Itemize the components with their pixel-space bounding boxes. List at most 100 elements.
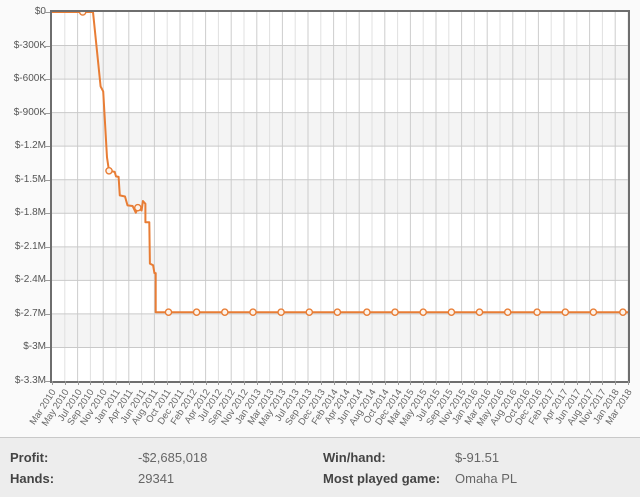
y-axis-tick xyxy=(44,213,50,215)
x-axis-tick xyxy=(436,381,437,385)
y-axis-tick xyxy=(44,146,50,148)
x-axis-tick xyxy=(116,381,117,385)
data-point-marker xyxy=(277,308,285,317)
x-axis-tick xyxy=(333,381,335,385)
x-axis-tick xyxy=(231,381,233,385)
x-axis-tick xyxy=(410,381,412,385)
y-axis-label: $-1.8M xyxy=(14,207,46,219)
x-axis-tick xyxy=(589,381,591,385)
horizontal-gridlines xyxy=(52,45,628,348)
x-axis-tick xyxy=(256,381,258,385)
data-point-marker xyxy=(419,308,428,317)
data-point-marker xyxy=(105,166,113,175)
x-axis-tick xyxy=(397,381,399,385)
data-point-marker xyxy=(391,308,399,317)
data-point-marker xyxy=(447,308,456,317)
hands-label: Hands: xyxy=(10,471,55,486)
y-axis-tick xyxy=(44,381,50,382)
x-axis-tick xyxy=(500,381,501,385)
profit-line xyxy=(52,12,628,314)
profit-label: Profit: xyxy=(10,450,49,465)
x-axis-tick xyxy=(128,381,130,385)
data-point-marker xyxy=(363,308,371,317)
y-axis-tick xyxy=(44,179,50,181)
data-point-marker xyxy=(503,308,512,317)
x-axis-tick xyxy=(576,381,578,385)
data-point-marker xyxy=(533,308,541,317)
data-point-marker xyxy=(475,308,484,317)
x-axis-tick xyxy=(64,381,66,385)
profit-value: -$2,685,018 xyxy=(138,450,208,465)
most-played-value: Omaha PL xyxy=(455,471,518,486)
x-axis-tick xyxy=(474,381,476,385)
x-axis-tick xyxy=(487,381,489,385)
data-point-marker xyxy=(619,308,627,317)
win-hand-label: Win/hand: xyxy=(323,450,386,465)
plot-area xyxy=(50,10,630,383)
x-axis-tick xyxy=(205,381,207,385)
x-axis-tick xyxy=(320,381,322,385)
y-axis-label: $-1.5M xyxy=(14,173,46,185)
x-axis-tick xyxy=(372,381,373,385)
y-axis-tick xyxy=(44,45,50,47)
y-axis-tick xyxy=(44,347,50,349)
y-axis-label: $-3M xyxy=(23,341,46,353)
x-axis-tick xyxy=(602,381,604,385)
x-axis-tick xyxy=(269,381,271,385)
x-axis-tick xyxy=(628,381,629,385)
y-axis-tick xyxy=(44,280,50,282)
data-point-marker xyxy=(134,203,142,212)
y-axis-tick xyxy=(44,246,50,248)
x-axis-tick xyxy=(180,381,181,385)
data-point-marker xyxy=(589,308,598,317)
x-axis-tick xyxy=(525,381,527,385)
y-axis-label: $-300K xyxy=(13,39,46,51)
x-axis-tick xyxy=(615,381,617,385)
y-axis-label: $-900K xyxy=(13,106,46,118)
y-axis-label: $-3.3M xyxy=(14,375,46,386)
data-point-marker xyxy=(192,308,201,317)
data-point-markers xyxy=(78,12,627,317)
x-axis-tick xyxy=(154,381,156,385)
data-point-marker xyxy=(561,308,570,317)
x-axis-tick xyxy=(461,381,463,385)
data-point-marker xyxy=(164,308,173,317)
y-axis-tick xyxy=(44,12,50,13)
most-played-label: Most played game: xyxy=(323,471,441,486)
x-axis-tick xyxy=(308,381,309,385)
x-axis-tick xyxy=(346,381,348,385)
x-axis-tick xyxy=(141,381,143,385)
x-axis-tick xyxy=(551,381,553,385)
y-axis-tick xyxy=(44,313,50,315)
profit-line-chart xyxy=(52,12,628,381)
x-axis-tick xyxy=(512,381,514,385)
x-axis-tick xyxy=(192,381,194,385)
profit-graph: $0 $-300K $-600K $-900K $-1.2M $-1.5M $-1.8M $-… xyxy=(13,6,635,429)
x-axis-tick xyxy=(103,381,105,385)
y-axis-label: $-2.4M xyxy=(14,274,46,286)
hands-value: 29341 xyxy=(138,471,175,486)
y-axis-label: $-2.1M xyxy=(14,240,46,252)
x-axis-tick xyxy=(295,381,297,385)
x-axis-tick xyxy=(359,381,361,385)
x-axis-tick xyxy=(282,381,284,385)
row-bands xyxy=(52,12,628,381)
summary-panel: Profit: -$2,685,018 Win/hand: $-91.51 Ha… xyxy=(0,437,640,497)
x-axis-tick xyxy=(77,381,79,385)
data-point-marker xyxy=(305,308,314,317)
x-axis-tick xyxy=(538,381,540,385)
data-point-marker xyxy=(249,308,257,317)
data-point-marker xyxy=(220,308,229,317)
x-axis-tick xyxy=(564,381,565,385)
y-axis-label: $-600K xyxy=(13,73,46,85)
data-point-marker xyxy=(78,12,87,16)
x-axis-tick xyxy=(167,381,169,385)
x-axis-tick xyxy=(423,381,425,385)
win-hand-value: $-91.51 xyxy=(455,450,500,465)
data-point-marker xyxy=(333,308,342,317)
x-axis-tick xyxy=(218,381,220,385)
y-axis-label: $-1.2M xyxy=(14,140,46,152)
x-axis-tick xyxy=(244,381,245,385)
y-axis-tick xyxy=(44,79,50,81)
x-axis-tick xyxy=(384,381,386,385)
